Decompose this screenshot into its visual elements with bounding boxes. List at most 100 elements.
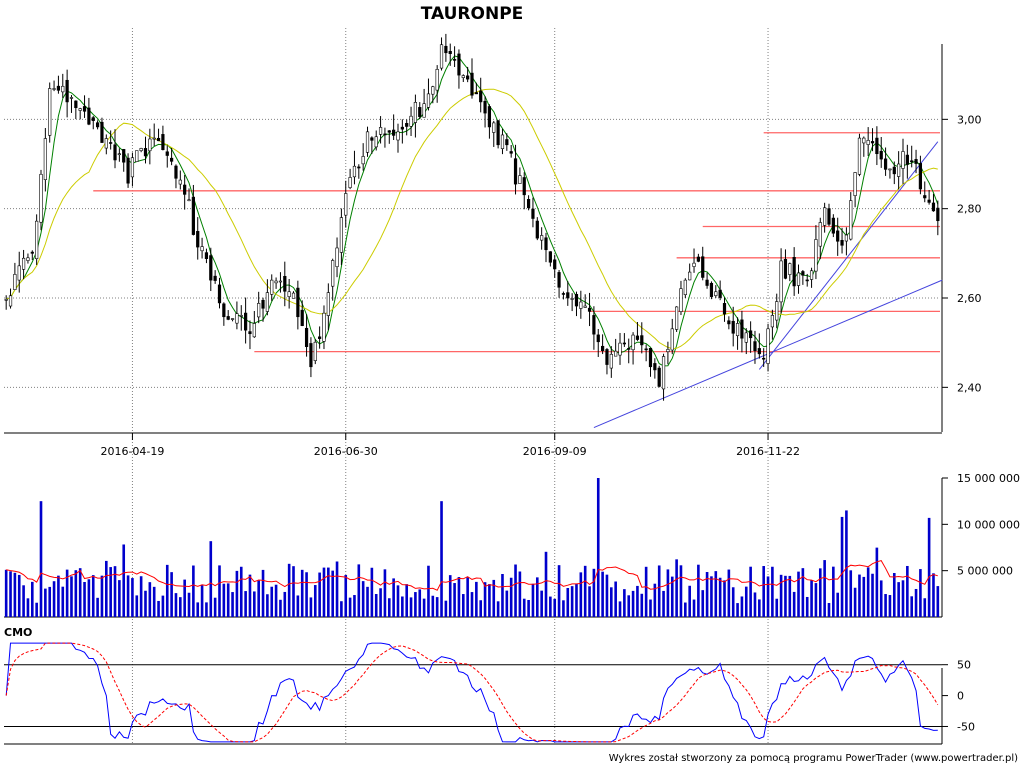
candle-body xyxy=(217,284,222,304)
price-tick-label: 3,00 xyxy=(957,113,982,126)
candle xyxy=(26,253,30,264)
candle-body xyxy=(509,151,513,154)
candle xyxy=(74,100,78,120)
footer-credit: Wykres został stworzony za pomocą progra… xyxy=(609,753,1018,764)
candle xyxy=(383,127,387,148)
volume-bar xyxy=(697,564,700,617)
candle-body xyxy=(618,342,622,356)
volume-bar xyxy=(461,594,465,617)
candle xyxy=(78,107,82,120)
candle xyxy=(936,200,940,236)
volume-bar xyxy=(514,564,517,617)
volume-bar xyxy=(753,592,757,617)
candle xyxy=(69,95,74,113)
candle xyxy=(910,145,914,168)
candle xyxy=(261,297,265,322)
candle-body xyxy=(779,260,783,303)
candle-body xyxy=(870,141,875,144)
candle xyxy=(126,153,130,188)
candle-body xyxy=(304,327,309,347)
candle-body xyxy=(792,257,796,287)
candle xyxy=(56,75,61,94)
candle xyxy=(365,126,370,157)
candle xyxy=(696,253,700,263)
candle xyxy=(836,217,840,256)
candle-body xyxy=(627,348,631,350)
candle xyxy=(857,133,862,177)
candle xyxy=(818,217,822,260)
candle xyxy=(923,181,927,203)
candle xyxy=(466,66,470,83)
candle xyxy=(452,46,457,68)
volume-bar xyxy=(784,575,787,617)
volume-bar xyxy=(522,598,526,617)
candle-body xyxy=(261,299,265,309)
candle xyxy=(879,136,883,168)
candle xyxy=(304,314,309,357)
candle xyxy=(344,180,348,228)
volume-bar xyxy=(13,572,17,617)
candle xyxy=(104,134,108,155)
candle-body xyxy=(470,72,474,96)
candle-body xyxy=(191,196,195,235)
candle xyxy=(792,247,796,296)
price-tick-label: 2,80 xyxy=(957,203,982,216)
candle-body xyxy=(753,341,757,352)
volume-bar xyxy=(562,600,565,617)
candle-body xyxy=(566,292,570,299)
candle-body xyxy=(587,307,592,312)
candle-body xyxy=(82,106,87,112)
volume-bar xyxy=(17,574,21,617)
candle-body xyxy=(583,305,587,308)
volume-bar xyxy=(832,566,835,617)
candle-body xyxy=(561,293,566,295)
volume-bar xyxy=(401,596,404,617)
volume-bar xyxy=(723,580,726,617)
candle xyxy=(479,77,483,113)
volume-bar xyxy=(866,567,870,617)
volume-bar xyxy=(610,587,613,617)
candle-body xyxy=(653,363,657,371)
candle xyxy=(574,291,579,317)
volume-bar xyxy=(244,591,247,617)
candle xyxy=(361,143,365,171)
candle-body xyxy=(370,137,374,141)
candle-body xyxy=(30,251,34,254)
volume-bar xyxy=(475,581,478,617)
candle-body xyxy=(592,315,596,335)
candle xyxy=(583,294,587,308)
candle-body xyxy=(274,280,278,284)
candle xyxy=(744,328,748,355)
volume-bar xyxy=(618,601,622,617)
candle-body xyxy=(648,347,653,368)
volume-bar xyxy=(910,596,914,617)
candle xyxy=(496,120,500,149)
volume-bar xyxy=(849,570,853,617)
candle xyxy=(548,251,552,267)
volume-bar xyxy=(179,597,182,617)
volume-panel: 5 000 000 10 000 000 15 000 000 xyxy=(4,472,1020,618)
candle-body xyxy=(104,138,108,149)
volume-bar xyxy=(161,595,165,617)
volume-bar xyxy=(549,596,552,617)
volume-bar xyxy=(35,602,38,617)
candle-body xyxy=(235,313,239,324)
volume-bar xyxy=(731,587,735,617)
candle-body xyxy=(139,148,143,151)
candle-body xyxy=(844,234,849,242)
volume-bar xyxy=(353,595,356,617)
candle xyxy=(461,74,465,83)
candle xyxy=(248,320,252,350)
candle xyxy=(775,293,779,329)
x-tick-label: 2016-04-19 xyxy=(100,445,164,458)
candle-body xyxy=(52,88,56,90)
candle xyxy=(566,281,570,306)
candle-body xyxy=(313,341,317,361)
volume-bar xyxy=(196,602,200,617)
volume-bar xyxy=(744,586,748,617)
candle-body xyxy=(348,177,352,188)
candle xyxy=(196,217,200,260)
candle xyxy=(901,138,905,184)
volume-bar xyxy=(862,576,866,617)
price-panel: 2,40 2,60 2,80 3,00 2016-04-19 2016-06-30 2016… xyxy=(4,28,982,744)
